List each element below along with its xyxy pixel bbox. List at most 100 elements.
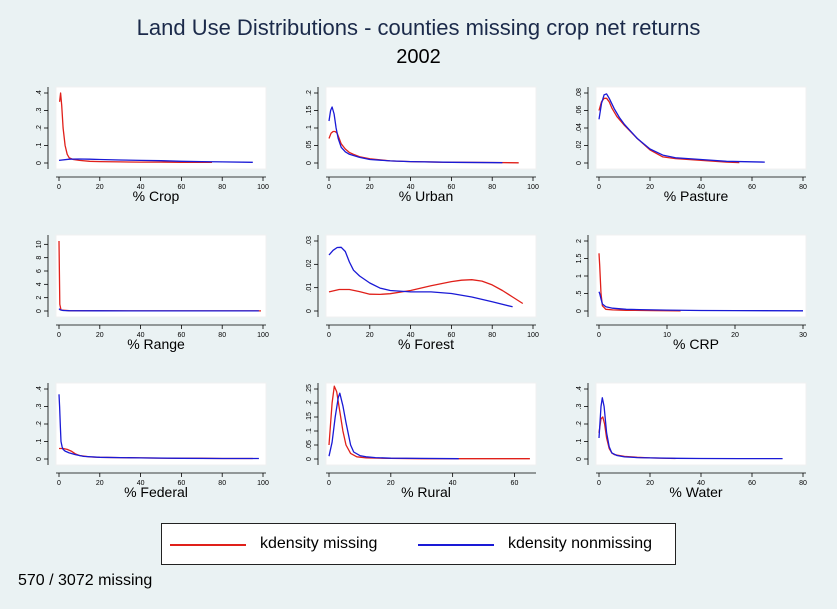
x-tick-label: 0 (57, 480, 61, 487)
y-tick-label: 0 (306, 161, 313, 165)
y-tick-label: .3 (36, 403, 43, 409)
panel-urban: 0 .05 .1 .15 .2 0 20 40 60 80 100 % Urban (306, 86, 539, 204)
x-tick-label: 0 (327, 480, 331, 487)
y-tick-label: .02 (306, 259, 313, 269)
x-tick-label: 60 (748, 480, 756, 487)
x-tick-label: 100 (257, 184, 269, 191)
y-tick-label: .06 (576, 106, 583, 116)
y-tick-label: .02 (576, 141, 583, 151)
x-axis-label: % CRP (673, 336, 719, 352)
plot-area (595, 382, 807, 466)
x-tick-label: 0 (57, 332, 61, 339)
y-tick-label: 4 (36, 282, 43, 286)
x-tick-label: 0 (597, 332, 601, 339)
y-tick-label: .15 (306, 106, 313, 116)
x-axis-label: % Pasture (664, 188, 729, 204)
y-tick-label: 8 (36, 256, 43, 260)
series-line-nonmissing (328, 246, 513, 308)
x-tick-label: 60 (178, 184, 186, 191)
x-tick-label: 40 (697, 184, 705, 191)
x-tick-label: 20 (387, 480, 395, 487)
series-line-nonmissing (328, 106, 503, 164)
x-axis-label: % Rural (401, 484, 451, 500)
x-axis-label: % Federal (124, 484, 188, 500)
x-tick-label: 40 (449, 480, 457, 487)
x-tick-label: 40 (697, 480, 705, 487)
y-tick-label: .3 (576, 403, 583, 409)
y-tick-label: 0 (36, 309, 43, 313)
panel-rural: 0 .05 .1 .15 .2 .25 0 20 40 60 % Rural (306, 382, 537, 500)
y-tick-label: .4 (36, 386, 43, 392)
y-tick-label: .2 (36, 421, 43, 427)
legend-label-missing: kdensity missing (260, 535, 378, 552)
x-tick-label: 80 (799, 480, 807, 487)
y-tick-label: .1 (576, 438, 583, 444)
series-line-missing (58, 92, 212, 163)
y-tick-label: 0 (576, 457, 583, 461)
legend-swatch-nonmissing (418, 544, 494, 546)
x-tick-label: 20 (646, 184, 654, 191)
x-tick-label: 10 (663, 332, 671, 339)
x-tick-label: 0 (327, 184, 331, 191)
series-line-nonmissing (598, 93, 765, 163)
x-tick-label: 60 (448, 184, 456, 191)
y-tick-label: 0 (306, 309, 313, 313)
x-tick-label: 80 (218, 184, 226, 191)
y-tick-label: .2 (576, 421, 583, 427)
plot-area (55, 86, 267, 170)
y-tick-label: .4 (576, 386, 583, 392)
panel-pasture: 0 .02 .04 .06 .08 0 20 40 60 80 % Pasture (576, 86, 807, 204)
x-tick-label: 100 (527, 184, 539, 191)
x-tick-label: 20 (96, 480, 104, 487)
x-tick-label: 100 (527, 332, 539, 339)
y-tick-label: .08 (576, 88, 583, 98)
x-tick-label: 100 (257, 480, 269, 487)
figure-title: Land Use Distributions - counties missin… (136, 15, 701, 40)
y-tick-label: 2 (36, 296, 43, 300)
series-line-nonmissing (598, 291, 804, 312)
series-line-missing (598, 253, 681, 312)
y-tick-label: 1.5 (576, 254, 583, 264)
x-tick-label: 40 (137, 332, 145, 339)
y-tick-label: 0 (576, 309, 583, 313)
x-tick-label: 20 (646, 480, 654, 487)
y-tick-label: .01 (306, 283, 313, 293)
x-tick-label: 20 (96, 332, 104, 339)
panel-crop: 0 .1 .2 .3 .4 0 20 40 60 80 100 % Crop (36, 86, 269, 204)
y-tick-label: .05 (306, 141, 313, 151)
x-tick-label: 80 (799, 184, 807, 191)
y-tick-label: 0 (36, 161, 43, 165)
x-tick-label: 20 (96, 184, 104, 191)
y-tick-label: 2 (576, 239, 583, 243)
x-tick-label: 80 (218, 332, 226, 339)
x-tick-label: 60 (748, 184, 756, 191)
series-line-missing (328, 279, 524, 305)
x-axis-label: % Forest (398, 336, 454, 352)
plot-area (55, 382, 267, 466)
series-line-nonmissing (58, 308, 259, 312)
x-tick-label: 20 (731, 332, 739, 339)
y-tick-label: .2 (36, 125, 43, 131)
x-tick-label: 40 (137, 480, 145, 487)
panel-forest: 0 .01 .02 .03 0 20 40 60 80 100 % Forest (306, 234, 539, 352)
x-tick-label: 60 (511, 480, 519, 487)
x-tick-label: 40 (407, 332, 415, 339)
plot-area (595, 86, 807, 170)
y-tick-label: 0 (576, 161, 583, 165)
series-line-nonmissing (328, 392, 459, 460)
x-tick-label: 20 (366, 184, 374, 191)
y-tick-label: .03 (306, 236, 313, 246)
y-tick-label: 0 (306, 457, 313, 461)
y-tick-label: .2 (306, 90, 313, 96)
x-axis-label: % Range (127, 336, 185, 352)
x-tick-label: 0 (327, 332, 331, 339)
y-tick-label: 0 (36, 457, 43, 461)
plot-area (325, 382, 537, 466)
x-tick-label: 0 (57, 184, 61, 191)
y-tick-label: .05 (306, 440, 313, 450)
x-tick-label: 100 (257, 332, 269, 339)
x-tick-label: 80 (488, 332, 496, 339)
y-tick-label: .1 (306, 125, 313, 131)
footnote: 570 / 3072 missing (18, 572, 153, 589)
